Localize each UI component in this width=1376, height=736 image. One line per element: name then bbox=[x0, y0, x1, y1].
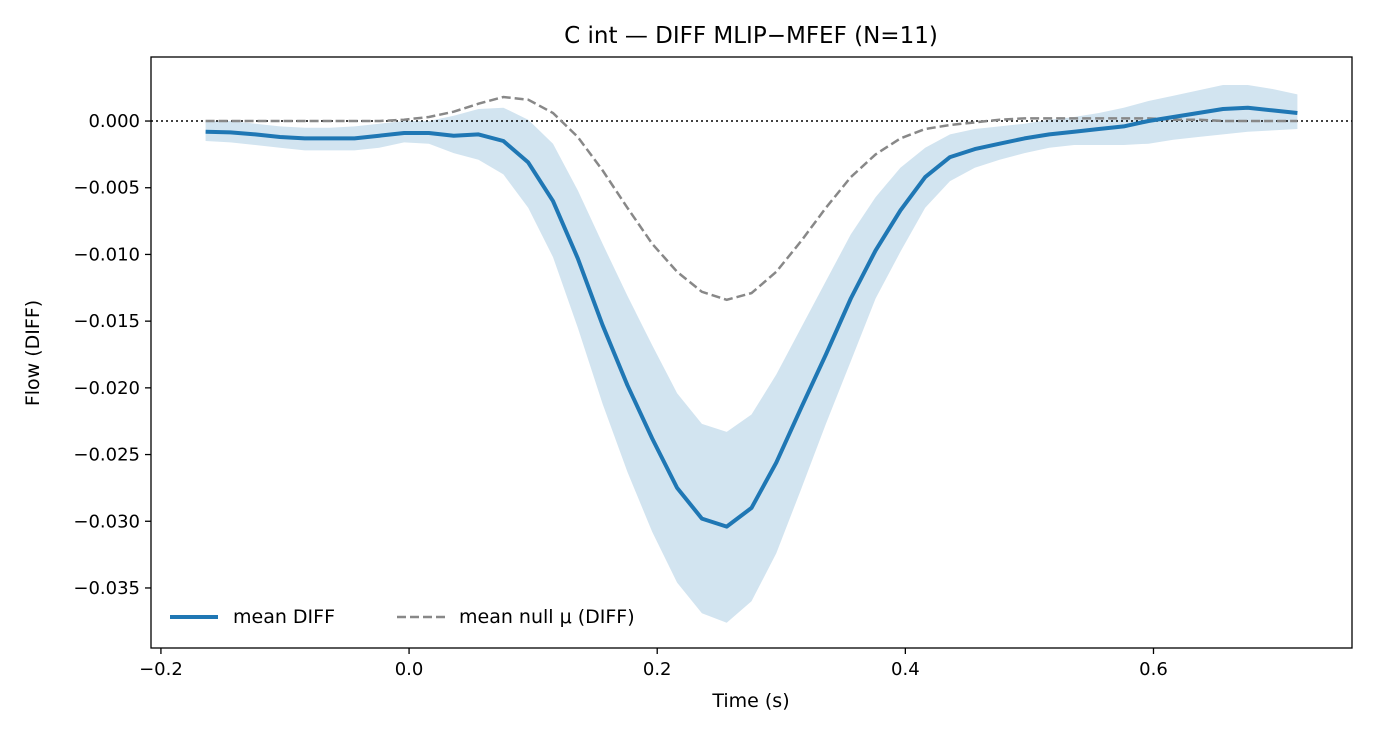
y-tick-label: −0.035 bbox=[73, 578, 140, 599]
y-tick-label: −0.020 bbox=[73, 378, 140, 399]
y-axis-label: Flow (DIFF) bbox=[22, 300, 44, 406]
legend-label-mean-diff: mean DIFF bbox=[233, 606, 335, 628]
x-tick-label: 0.4 bbox=[891, 659, 920, 680]
x-tick-label: 0.2 bbox=[643, 659, 672, 680]
series-line-null-mean bbox=[205, 95, 1298, 302]
axes-frame bbox=[150, 56, 1353, 649]
axes: −0.2 0.0 0.2 0.4 0.6 0.000 −0.005 −0.010 −0.015 −… bbox=[73, 56, 1353, 680]
x-axis-label: Time (s) bbox=[711, 690, 789, 712]
y-tick-label: −0.030 bbox=[73, 511, 140, 532]
x-tick-label: −0.2 bbox=[139, 659, 183, 680]
y-tick-label: −0.015 bbox=[73, 311, 140, 332]
y-tick-label: 0.000 bbox=[88, 111, 140, 132]
legend: mean DIFF mean null μ (DIFF) bbox=[170, 606, 635, 628]
x-tick-label: 0.0 bbox=[395, 659, 424, 680]
series-line-mean-diff bbox=[205, 105, 1298, 529]
y-tick-label: −0.005 bbox=[73, 178, 140, 199]
plot-area bbox=[151, 85, 1352, 623]
y-tick-label: −0.010 bbox=[73, 244, 140, 265]
legend-label-null-mean: mean null μ (DIFF) bbox=[459, 606, 635, 628]
chart-title: C int — DIFF MLIP−MFEF (N=11) bbox=[564, 23, 938, 49]
x-tick-label: 0.6 bbox=[1139, 659, 1168, 680]
y-tick-label: −0.025 bbox=[73, 445, 140, 466]
